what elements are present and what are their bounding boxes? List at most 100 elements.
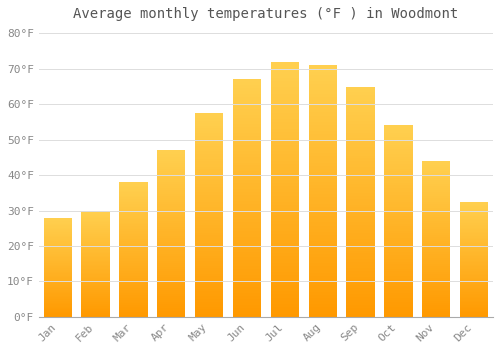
Bar [82,228,110,229]
Bar [119,241,148,243]
Bar [422,292,450,293]
Bar [270,266,299,269]
Bar [119,314,148,315]
Bar [346,239,375,242]
Bar [270,221,299,224]
Bar [195,146,224,149]
Bar [346,98,375,101]
Bar [460,253,488,255]
Bar [460,232,488,233]
Bar [195,233,224,235]
Bar [384,243,412,245]
Bar [44,266,72,267]
Bar [460,225,488,226]
Bar [422,178,450,180]
Bar [346,294,375,297]
Bar [384,290,412,293]
Bar [346,182,375,184]
Bar [422,315,450,317]
Bar [270,180,299,183]
Bar [44,309,72,310]
Bar [44,297,72,298]
Bar [346,308,375,311]
Bar [119,308,148,310]
Bar [384,138,412,140]
Bar [119,307,148,308]
Bar [346,178,375,182]
Bar [422,217,450,219]
Bar [346,300,375,302]
Bar [233,100,261,103]
Bar [44,306,72,307]
Bar [422,243,450,245]
Bar [346,210,375,213]
Bar [422,212,450,214]
Bar [422,297,450,299]
Bar [270,138,299,141]
Bar [460,285,488,287]
Bar [308,301,337,304]
Bar [308,226,337,229]
Bar [233,124,261,127]
Bar [82,243,110,244]
Bar [82,236,110,237]
Bar [384,190,412,192]
Bar [82,289,110,290]
Bar [384,264,412,267]
Bar [384,214,412,216]
Bar [460,302,488,304]
Bar [460,305,488,307]
Bar [44,293,72,294]
Bar [157,177,186,180]
Bar [195,238,224,240]
Bar [384,178,412,181]
Bar [422,163,450,165]
Bar [82,303,110,305]
Bar [195,139,224,141]
Bar [119,256,148,258]
Bar [422,194,450,196]
Bar [119,236,148,238]
Bar [270,126,299,129]
Bar [270,186,299,189]
Bar [82,274,110,275]
Bar [460,210,488,212]
Bar [119,248,148,250]
Bar [157,259,186,261]
Bar [233,246,261,248]
Bar [119,216,148,217]
Bar [195,291,224,294]
Bar [384,281,412,283]
Bar [233,121,261,124]
Bar [422,173,450,175]
Bar [384,159,412,161]
Bar [270,84,299,87]
Bar [157,182,186,184]
Bar [460,248,488,249]
Bar [270,173,299,176]
Bar [346,262,375,265]
Bar [422,309,450,311]
Bar [82,275,110,277]
Bar [195,296,224,299]
Bar [270,253,299,256]
Bar [384,233,412,236]
Bar [44,247,72,248]
Bar [308,131,337,134]
Bar [82,237,110,238]
Bar [119,296,148,298]
Bar [270,304,299,307]
Bar [308,122,337,125]
Bar [422,233,450,235]
Bar [44,240,72,241]
Bar [460,251,488,252]
Bar [308,282,337,285]
Bar [44,280,72,281]
Bar [195,307,224,309]
Bar [460,256,488,258]
Bar [119,212,148,214]
Bar [460,239,488,240]
Bar [44,300,72,301]
Bar [119,201,148,202]
Bar [346,311,375,314]
